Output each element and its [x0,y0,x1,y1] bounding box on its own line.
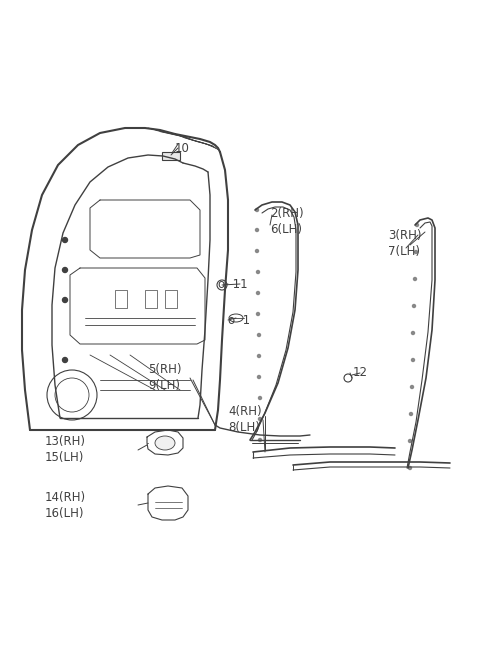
Circle shape [411,331,415,335]
Ellipse shape [229,314,243,322]
Ellipse shape [155,436,175,450]
Circle shape [255,249,259,253]
Text: 12: 12 [353,367,368,380]
Text: o  11: o 11 [218,277,248,291]
Circle shape [415,251,418,253]
Circle shape [413,277,417,281]
Circle shape [408,440,411,443]
Circle shape [416,224,419,226]
Text: 14(RH)
16(LH): 14(RH) 16(LH) [45,491,86,520]
Bar [145,290,157,308]
Circle shape [62,268,68,272]
Circle shape [255,209,259,211]
Text: 13(RH)
15(LH): 13(RH) 15(LH) [45,436,86,464]
Circle shape [257,375,261,379]
Circle shape [62,237,68,243]
Circle shape [411,358,415,361]
Circle shape [259,438,262,441]
Circle shape [410,386,413,388]
Text: o  1: o 1 [228,314,250,327]
Circle shape [256,291,260,295]
Bar [162,152,180,160]
Circle shape [257,333,261,337]
Text: 3(RH)
7(LH): 3(RH) 7(LH) [388,228,421,258]
Text: 2(RH)
6(LH): 2(RH) 6(LH) [270,207,304,237]
Bar [115,290,127,308]
Text: 5(RH)
9(LH): 5(RH) 9(LH) [148,363,181,392]
Circle shape [255,228,259,232]
Bar [165,290,177,308]
Circle shape [62,358,68,363]
Circle shape [257,354,261,358]
Circle shape [409,413,412,415]
Circle shape [256,270,260,274]
Circle shape [256,312,260,316]
Circle shape [259,417,262,420]
Circle shape [344,374,352,382]
Circle shape [259,396,262,400]
Circle shape [62,298,68,302]
Circle shape [408,466,411,470]
Text: 10: 10 [175,142,190,155]
Text: 4(RH)
8(LH): 4(RH) 8(LH) [228,405,262,434]
Circle shape [217,280,227,290]
Circle shape [412,304,416,308]
